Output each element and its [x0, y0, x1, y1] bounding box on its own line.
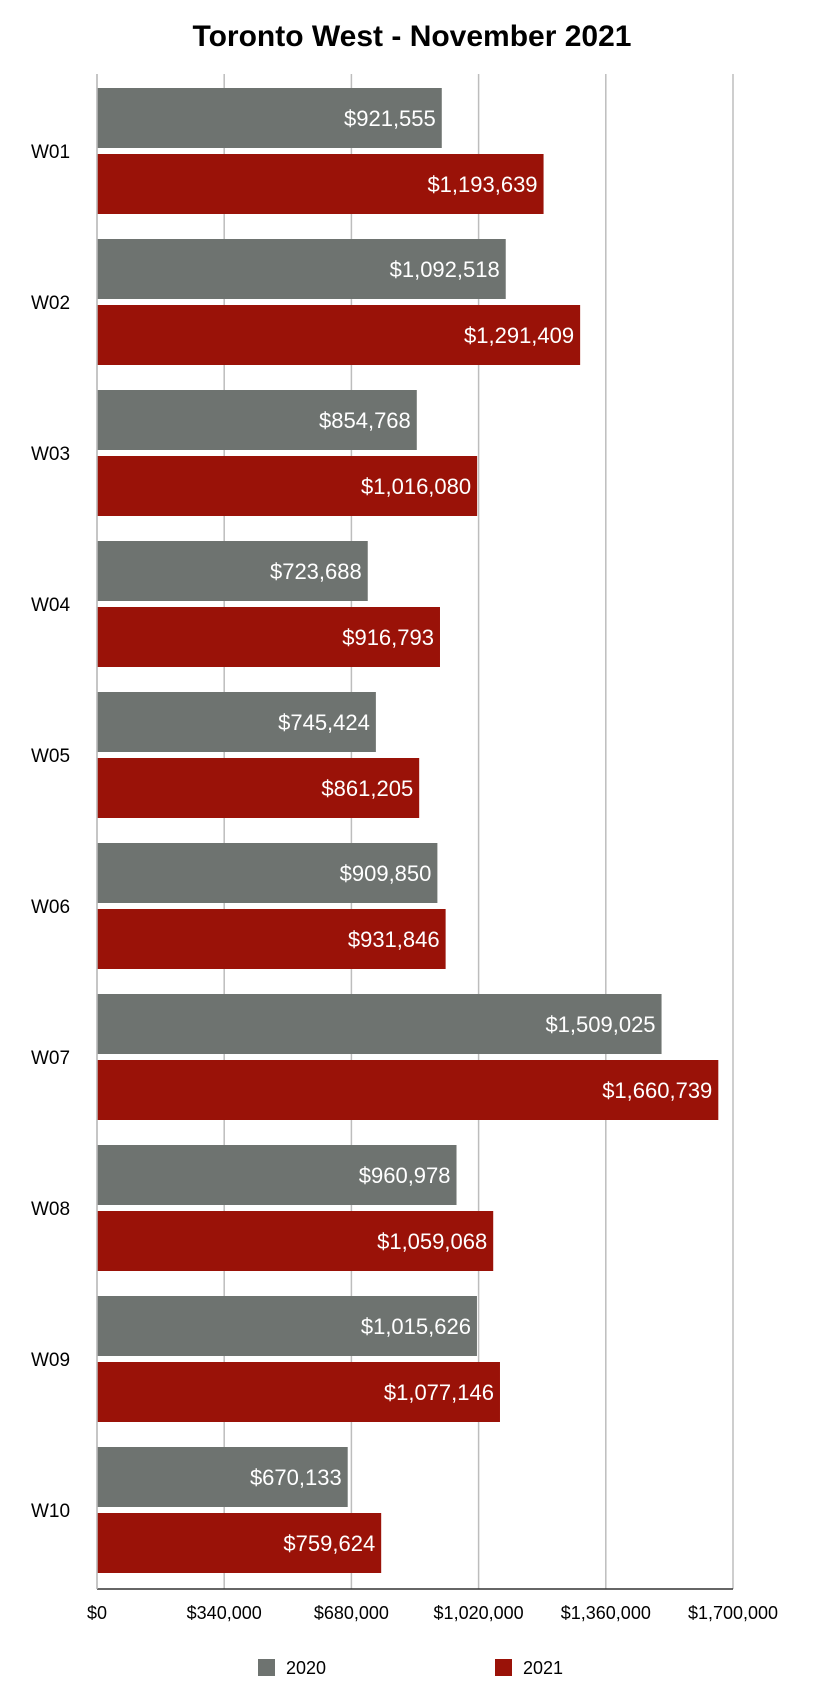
category-label: W09 — [31, 1350, 70, 1371]
category-label: W06 — [31, 897, 70, 918]
axes: $0 $340,000 $680,000 $1,020,000 $1,360,000 $1… — [31, 74, 778, 1623]
bar-value-label: $1,193,639 — [427, 172, 537, 197]
bar-value-label: $861,205 — [321, 776, 413, 801]
category-label: W03 — [31, 444, 70, 465]
bar-value-label: $723,688 — [270, 559, 362, 584]
category-label: W10 — [31, 1501, 70, 1522]
bar-value-label: $1,016,080 — [361, 474, 471, 499]
legend-label: 2020 — [286, 1658, 326, 1678]
category-label: W05 — [31, 746, 70, 767]
gridlines — [96, 74, 734, 1589]
bar-2020-W08 — [97, 1145, 457, 1205]
bar-2020-W05 — [97, 692, 376, 752]
bar-value-label: $1,092,518 — [390, 257, 500, 282]
bar-value-label: $931,846 — [348, 927, 440, 952]
bar-2021-W03 — [97, 456, 478, 516]
category-label: W07 — [31, 1048, 70, 1069]
x-tick-label: $1,360,000 — [561, 1603, 651, 1623]
bar-value-label: $1,509,025 — [545, 1012, 655, 1037]
legend-swatch-2021 — [495, 1659, 512, 1676]
category-label: W01 — [31, 142, 70, 163]
legend: 2020 2021 — [258, 1658, 563, 1678]
category-label: W08 — [31, 1199, 70, 1220]
bar-value-label: $921,555 — [344, 106, 436, 131]
category-label: W04 — [31, 595, 71, 616]
bar-value-label: $916,793 — [342, 625, 434, 650]
bar-2021-W10 — [97, 1513, 382, 1573]
bar-2021-W05 — [97, 758, 420, 818]
bar-value-label: $759,624 — [283, 1531, 375, 1556]
bar-2020-W03 — [97, 390, 417, 450]
bar-value-label: $670,133 — [250, 1465, 342, 1490]
legend-label: 2021 — [523, 1658, 563, 1678]
x-tick-label: $340,000 — [187, 1603, 262, 1623]
x-tick-label: $1,700,000 — [688, 1603, 778, 1623]
bar-2021-W08 — [97, 1211, 494, 1271]
bar-2021-W06 — [97, 909, 446, 969]
bar-2020-W04 — [97, 541, 368, 601]
chart-title: Toronto West - November 2021 — [193, 20, 632, 53]
category-label: W02 — [31, 293, 70, 314]
x-tick-label: $1,020,000 — [434, 1603, 524, 1623]
bars: $921,555 $1,193,639 $1,092,518 $1,291,409 $8… — [97, 88, 719, 1573]
bar-value-label: $854,768 — [319, 408, 411, 433]
x-tick-label: $0 — [87, 1603, 107, 1623]
legend-swatch-2020 — [258, 1659, 275, 1676]
bar-value-label: $1,059,068 — [377, 1229, 487, 1254]
bar-value-label: $1,015,626 — [361, 1314, 471, 1339]
bar-2021-W02 — [97, 305, 581, 365]
bar-2020-W09 — [97, 1296, 477, 1356]
bar-2021-W04 — [97, 607, 440, 667]
bar-value-label: $1,660,739 — [602, 1078, 712, 1103]
bar-2020-W07 — [97, 994, 662, 1054]
bar-value-label: $1,077,146 — [384, 1380, 494, 1405]
bar-2021-W07 — [97, 1060, 719, 1120]
bar-2021-W01 — [97, 154, 544, 214]
bar-2020-W10 — [97, 1447, 348, 1507]
bar-2020-W02 — [97, 239, 506, 299]
bar-value-label: $1,291,409 — [464, 323, 574, 348]
bar-2020-W06 — [97, 843, 438, 903]
x-tick-label: $680,000 — [314, 1603, 389, 1623]
bar-2021-W09 — [97, 1362, 500, 1422]
bar-value-label: $909,850 — [340, 861, 432, 886]
bar-value-label: $960,978 — [359, 1163, 451, 1188]
bar-value-label: $745,424 — [278, 710, 370, 735]
bar-2020-W01 — [97, 88, 442, 148]
